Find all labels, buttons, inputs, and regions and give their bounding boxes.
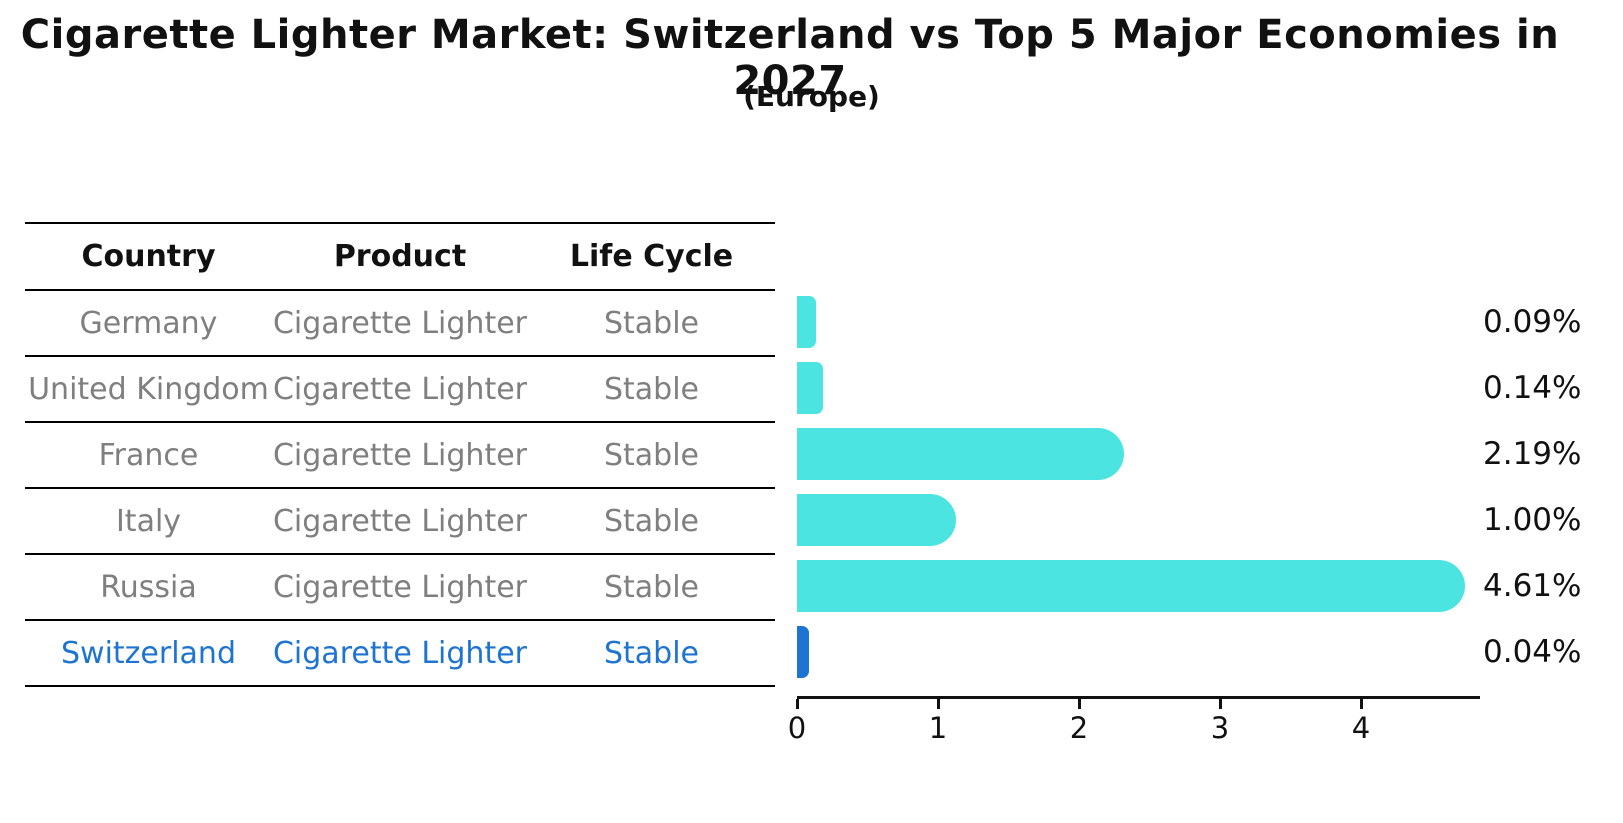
table-row-switzerland: Switzerland Cigarette Lighter Stable — [25, 621, 775, 687]
bar-united-kingdom — [797, 362, 823, 414]
cell-life-cycle: Stable — [603, 437, 700, 473]
x-axis-tick — [1219, 699, 1222, 709]
cell-product: Cigarette Lighter — [272, 635, 528, 671]
header-country: Country — [81, 239, 216, 274]
table-row-italy: Italy Cigarette Lighter Stable — [25, 489, 775, 555]
cell-product: Cigarette Lighter — [272, 503, 528, 539]
cell-life-cycle: Stable — [603, 371, 700, 407]
x-axis-tick-label: 2 — [1069, 711, 1089, 745]
table-header-row: Country Product Life Cycle — [25, 222, 775, 291]
x-axis-tick — [1360, 699, 1363, 709]
bar-value-label: 0.14% — [1483, 370, 1582, 406]
bar-italy — [797, 494, 956, 546]
bar-value-label: 0.04% — [1483, 634, 1582, 670]
page-subtitle: (Europe) — [743, 80, 880, 113]
bar-russia — [797, 560, 1465, 612]
table-row-france: France Cigarette Lighter Stable — [25, 423, 775, 489]
country-table: Country Product Life Cycle Germany Cigar… — [25, 222, 775, 687]
x-axis-line — [797, 696, 1480, 699]
bar-value-label: 1.00% — [1483, 502, 1582, 538]
cell-country: Switzerland — [61, 635, 236, 671]
bar-france — [797, 428, 1124, 480]
cell-country: Germany — [79, 305, 218, 341]
cell-product: Cigarette Lighter — [272, 305, 528, 341]
x-axis-tick-label: 3 — [1210, 711, 1230, 745]
cell-country: United Kingdom — [28, 371, 269, 407]
table-row-united-kingdom: United Kingdom Cigarette Lighter Stable — [25, 357, 775, 423]
bar-value-label: 0.09% — [1483, 304, 1582, 340]
x-axis-tick-label: 4 — [1351, 711, 1371, 745]
bar-germany — [797, 296, 816, 348]
header-product: Product — [333, 239, 467, 274]
x-axis-tick-label: 0 — [787, 711, 807, 745]
cell-country: Italy — [115, 503, 182, 539]
bar-switzerland — [797, 626, 809, 678]
x-axis-tick — [1078, 699, 1081, 709]
cell-country: France — [98, 437, 199, 473]
cell-life-cycle: Stable — [603, 503, 700, 539]
table-row-germany: Germany Cigarette Lighter Stable — [25, 291, 775, 357]
x-axis-tick — [937, 699, 940, 709]
cell-country: Russia — [100, 569, 197, 605]
cell-product: Cigarette Lighter — [272, 569, 528, 605]
cell-product: Cigarette Lighter — [272, 437, 528, 473]
cell-life-cycle: Stable — [603, 635, 700, 671]
page-title: Cigarette Lighter Market: Switzerland vs… — [20, 12, 1560, 104]
header-life-cycle: Life Cycle — [569, 239, 734, 274]
bar-value-label: 2.19% — [1483, 436, 1582, 472]
x-axis-tick-label: 1 — [928, 711, 948, 745]
x-axis-tick — [796, 699, 799, 709]
cell-life-cycle: Stable — [603, 569, 700, 605]
table-row-russia: Russia Cigarette Lighter Stable — [25, 555, 775, 621]
cell-product: Cigarette Lighter — [272, 371, 528, 407]
bar-value-label: 4.61% — [1483, 568, 1582, 604]
cell-life-cycle: Stable — [603, 305, 700, 341]
